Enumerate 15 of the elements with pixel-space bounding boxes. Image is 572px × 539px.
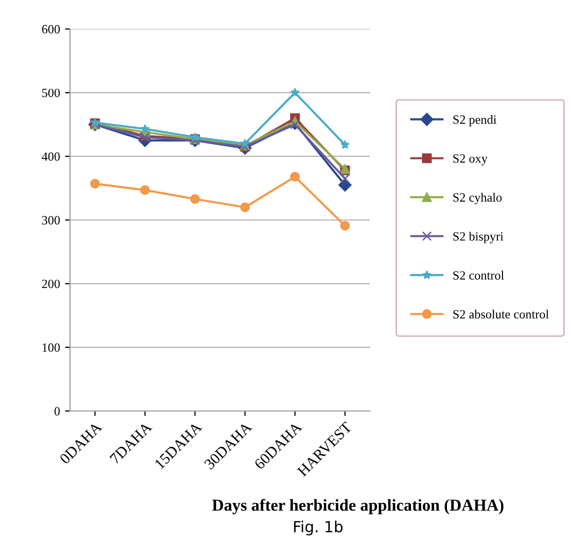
y-tick-label: 500 [42,88,60,98]
y-tick-label: 0 [54,407,60,416]
y-tick-label: 400 [42,152,60,161]
legend-label: S2 cyhalo [453,192,502,204]
legend-label: S2 pendi [453,115,496,126]
y-tick-label: 300 [42,216,60,224]
legend-label: S2 control [453,270,504,280]
y-tick-label: 600 [42,25,60,34]
y-tick-label: 200 [42,280,60,288]
x-axis-title: Days after herbicide application (DAHA) [212,498,504,514]
legend-label: S2 bispyri [453,232,504,244]
legend-label: S2 oxy [453,154,488,166]
legend-label: S2 absolute control [453,310,549,318]
caption: Fig. 1b [294,520,343,536]
y-tick-label: 100 [42,343,60,352]
